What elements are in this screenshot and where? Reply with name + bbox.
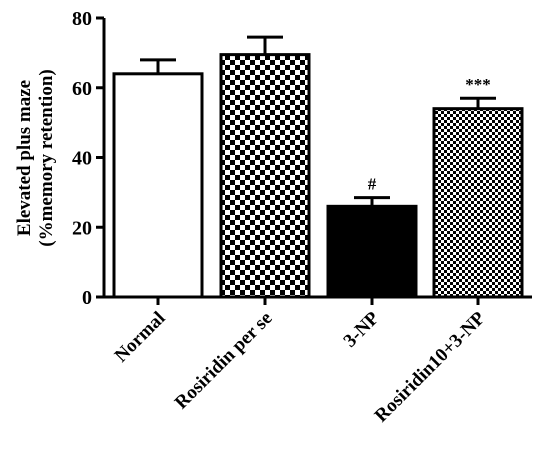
bar bbox=[432, 107, 524, 299]
y-tick-label: 0 bbox=[82, 287, 92, 309]
bars: # *** bbox=[112, 35, 524, 299]
bar bbox=[326, 204, 418, 299]
y-axis-title: Elevated plus maze (%memory retention) bbox=[14, 69, 57, 246]
y-axis-title-line-1: Elevated plus maze bbox=[14, 80, 35, 236]
y-tick-label: 40 bbox=[72, 148, 92, 170]
bar bbox=[112, 72, 204, 299]
y-tick-label: 60 bbox=[72, 78, 92, 100]
bar bbox=[219, 53, 311, 299]
y-axis-title-line-2: (%memory retention) bbox=[36, 69, 57, 246]
y-axis: 0 20 40 60 80 bbox=[72, 8, 106, 309]
significance-annotation: # bbox=[368, 175, 377, 194]
x-category-label: 3-NP bbox=[340, 307, 384, 351]
y-tick-label: 80 bbox=[72, 8, 92, 30]
y-tick-label: 20 bbox=[72, 217, 92, 239]
x-category-label: Rosiridin per se bbox=[171, 308, 277, 414]
x-category-label: Rosiridin10+3-NP bbox=[371, 307, 490, 426]
significance-annotation: *** bbox=[465, 75, 491, 94]
x-axis: Normal Rosiridin per se 3-NPRosiridin10+3-… bbox=[102, 295, 532, 426]
x-category-label: Normal bbox=[111, 308, 170, 367]
